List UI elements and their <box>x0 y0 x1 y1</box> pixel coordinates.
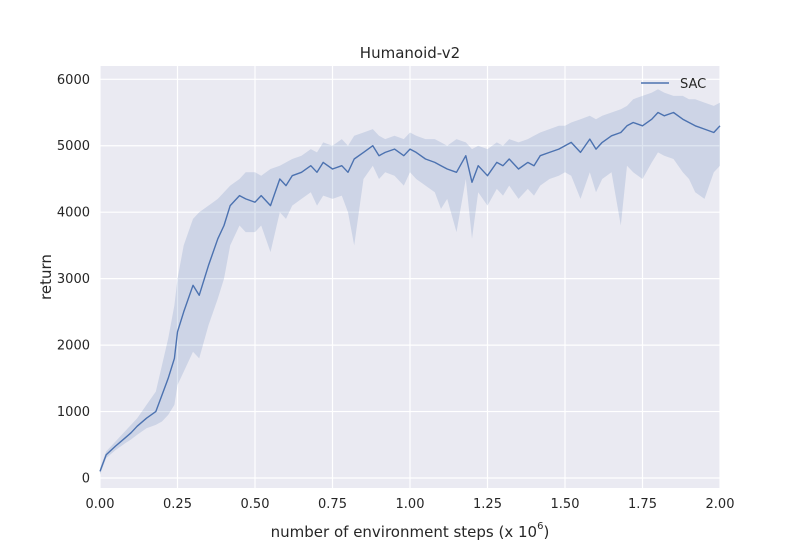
x-tick-label: 1.25 <box>473 497 502 512</box>
x-axis-label-text: number of environment steps (x 10 <box>271 523 537 541</box>
x-tick-label: 2.00 <box>706 497 735 512</box>
chart-title: Humanoid-v2 <box>360 44 460 62</box>
y-tick-label: 3000 <box>57 272 90 287</box>
y-tick-label: 2000 <box>57 339 90 354</box>
legend: SAC <box>641 77 706 92</box>
y-tick-label: 1000 <box>57 405 90 420</box>
x-tick-label: 0.25 <box>163 497 192 512</box>
x-tick-label: 0.50 <box>241 497 270 512</box>
confidence-bands <box>100 89 720 475</box>
x-axis-label: number of environment steps (x 106) <box>271 521 550 541</box>
y-gridlines <box>100 78 720 479</box>
x-axis-label-exponent: 6 <box>537 521 543 532</box>
legend-label-sac: SAC <box>680 77 706 92</box>
x-tick-label: 1.00 <box>396 497 425 512</box>
y-tick-label: 0 <box>82 472 90 487</box>
y-tick-label: 5000 <box>57 139 90 154</box>
x-tick-label: 1.75 <box>628 497 657 512</box>
series-lines <box>99 111 721 472</box>
y-tick-label: 4000 <box>57 206 90 221</box>
x-tick-label: 0.00 <box>86 497 115 512</box>
x-tick-labels: 0.00 0.25 0.50 0.75 1.00 1.25 1.50 1.75 2.00 <box>86 497 735 512</box>
y-tick-label: 6000 <box>57 73 90 88</box>
x-axis-label-suffix: ) <box>543 523 549 541</box>
series-band-sac <box>100 89 720 475</box>
x-gridlines <box>99 66 721 488</box>
x-tick-label: 1.50 <box>551 497 580 512</box>
series-line-sac <box>99 111 721 472</box>
x-tick-label: 0.75 <box>318 497 347 512</box>
y-axis-label: return <box>37 254 55 300</box>
y-tick-labels: 0 1000 2000 3000 4000 5000 6000 <box>57 73 90 487</box>
